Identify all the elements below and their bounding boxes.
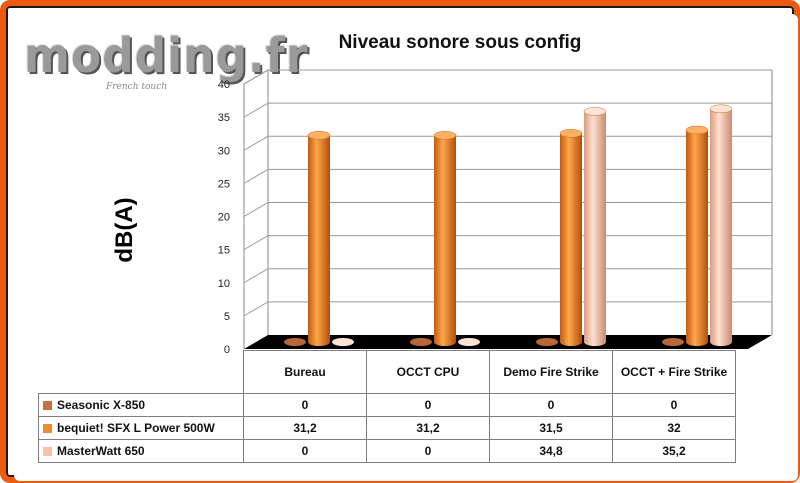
y-tick-label: 30: [218, 145, 230, 157]
data-label: 0: [243, 393, 367, 417]
bar: [458, 338, 480, 346]
legend-swatch: [43, 401, 52, 411]
category-header: OCCT + Fire Strike: [612, 350, 736, 394]
table-row: MasterWatt 650 0 0 34,8 35,2: [38, 439, 736, 463]
category-header: Demo Fire Strike: [489, 350, 613, 394]
data-label: 31,5: [489, 416, 613, 440]
legend-entry: bequiet! SFX L Power 500W: [38, 416, 244, 440]
category-header: OCCT CPU: [366, 350, 490, 394]
bar: [536, 338, 558, 346]
bar: [662, 338, 684, 346]
category-header: Bureau: [243, 350, 367, 394]
y-tick-label: 20: [218, 212, 230, 224]
bar: [559, 129, 583, 346]
data-label: 32: [612, 416, 736, 440]
y-tick-label: 40: [218, 79, 230, 91]
bar: [410, 338, 432, 346]
bar: [307, 131, 331, 346]
bar: [685, 125, 709, 346]
legend-label: bequiet! SFX L Power 500W: [57, 421, 215, 435]
legend-swatch: [43, 447, 52, 457]
legend-swatch: [43, 424, 52, 434]
legend-entry: Seasonic X-850: [38, 393, 244, 417]
y-tick-label: 35: [218, 112, 230, 124]
table-row: Seasonic X-850 0 0 0 0: [38, 393, 736, 417]
legend-label: MasterWatt 650: [57, 444, 145, 458]
data-label: 0: [366, 393, 490, 417]
data-label: 0: [366, 439, 490, 463]
bar: [332, 338, 354, 346]
table-header-row: Bureau OCCT CPU Demo Fire Strike OCCT + …: [38, 350, 736, 394]
data-label: 0: [489, 393, 613, 417]
table-row: bequiet! SFX L Power 500W 31,2 31,2 31,5…: [38, 416, 736, 440]
bar: [284, 338, 306, 346]
bar: [433, 131, 457, 346]
logo-tagline: French touch: [106, 82, 168, 92]
data-label: 0: [243, 439, 367, 463]
chart-floor: [244, 335, 772, 349]
bar: [709, 104, 733, 346]
y-tick-label: 10: [218, 278, 230, 290]
table-corner: [38, 350, 244, 394]
gridline: [243, 102, 772, 118]
y-tick-label: 0: [224, 344, 230, 356]
data-label: 0: [612, 393, 736, 417]
gridline: [243, 69, 772, 85]
data-table: Bureau OCCT CPU Demo Fire Strike OCCT + …: [38, 350, 736, 463]
y-tick-label: 5: [224, 311, 230, 323]
y-tick-label: 25: [218, 178, 230, 190]
y-tick-label: 15: [218, 245, 230, 257]
chart-title: Niveau sonore sous config: [338, 32, 582, 53]
data-label: 35,2: [612, 439, 736, 463]
data-label: 31,2: [366, 416, 490, 440]
legend-entry: MasterWatt 650: [38, 439, 244, 463]
legend-label: Seasonic X-850: [57, 398, 146, 412]
bar: [583, 107, 607, 346]
data-label: 34,8: [489, 439, 613, 463]
data-label: 31,2: [243, 416, 367, 440]
